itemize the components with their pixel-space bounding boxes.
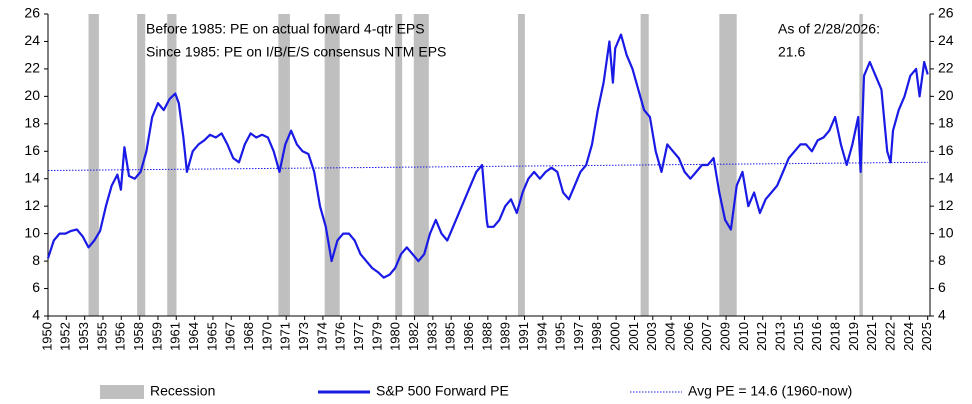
x-tick-label: 2013	[772, 322, 787, 351]
x-tick-label: 2019	[846, 322, 861, 351]
x-tick-label: 1995	[553, 322, 568, 351]
x-tick-label: 1977	[351, 322, 366, 351]
x-tick-label: 1989	[498, 322, 513, 351]
y2-tick-label: 24	[938, 32, 954, 48]
x-tick-label: 1955	[94, 322, 109, 351]
x-tick-label: 1991	[516, 322, 531, 351]
y2-tick-label: 20	[938, 87, 954, 103]
x-tick-label: 1959	[149, 322, 164, 351]
x-tick-label: 1964	[186, 322, 201, 351]
y2-tick-label: 4	[938, 307, 946, 323]
x-tick-label: 2025	[919, 322, 934, 351]
x-tick-label: 2003	[644, 322, 659, 351]
recession-band	[167, 14, 177, 316]
x-tick-label: 1970	[259, 322, 274, 351]
x-tick-label: 1980	[388, 322, 403, 351]
recession-band	[413, 14, 429, 316]
y-tick-label: 4	[32, 307, 40, 323]
x-tick-label: 2022	[882, 322, 897, 351]
y2-tick-label: 18	[938, 115, 954, 131]
recession-band	[278, 14, 290, 316]
x-tick-label: 1982	[406, 322, 421, 351]
x-tick-label: 2018	[827, 322, 842, 351]
y-tick-label: 8	[32, 252, 40, 268]
x-tick-label: 1974	[314, 322, 329, 351]
y-tick-label: 26	[24, 5, 40, 21]
x-tick-label: 1950	[39, 322, 54, 351]
annotation: Before 1985: PE on actual forward 4-qtr …	[146, 21, 425, 37]
x-tick-label: 1973	[296, 322, 311, 351]
y2-tick-label: 16	[938, 142, 954, 158]
x-tick-label: 2004	[663, 322, 678, 351]
y-tick-label: 14	[24, 169, 40, 185]
y-tick-label: 6	[32, 279, 40, 295]
x-tick-label: 1952	[58, 322, 73, 351]
x-tick-label: 2016	[809, 322, 824, 351]
y-tick-label: 18	[24, 115, 40, 131]
x-tick-label: 1968	[241, 322, 256, 351]
x-tick-label: 2010	[736, 322, 751, 351]
x-tick-label: 1976	[333, 322, 348, 351]
y2-tick-label: 12	[938, 197, 954, 213]
x-tick-label: 1979	[369, 322, 384, 351]
y2-tick-label: 22	[938, 60, 954, 76]
x-tick-label: 1994	[534, 322, 549, 351]
recession-band	[395, 14, 403, 316]
x-tick-label: 2001	[626, 322, 641, 351]
x-tick-label: 2012	[754, 322, 769, 351]
x-tick-label: 1983	[424, 322, 439, 351]
x-tick-label: 1958	[131, 322, 146, 351]
x-tick-label: 1956	[113, 322, 128, 351]
recession-band	[719, 14, 737, 316]
y2-tick-label: 6	[938, 279, 946, 295]
plot-layer	[47, 14, 931, 317]
recession-band	[517, 14, 525, 316]
pe-line	[46, 33, 929, 279]
x-tick-label: 1965	[204, 322, 219, 351]
x-tick-label: 2007	[699, 322, 714, 351]
x-tick-label: 1997	[571, 322, 586, 351]
x-tick-label: 2000	[608, 322, 623, 351]
y2-tick-label: 14	[938, 169, 954, 185]
y-tick-label: 22	[24, 60, 40, 76]
x-tick-label: 1961	[168, 322, 183, 351]
recession-band	[137, 14, 146, 316]
y2-tick-label: 8	[938, 252, 946, 268]
average-line	[47, 161, 928, 171]
x-tick-label: 1998	[589, 322, 604, 351]
y-tick-label: 12	[24, 197, 40, 213]
y-tick-label: 10	[24, 224, 40, 240]
legend-swatch	[100, 385, 144, 399]
x-tick-label: 1986	[461, 322, 476, 351]
x-tick-label: 1967	[223, 322, 238, 351]
y-tick-label: 20	[24, 87, 40, 103]
legend-label: Recession	[150, 383, 215, 399]
annotation: As of 2/28/2026:	[778, 21, 880, 37]
x-tick-label: 2006	[681, 322, 696, 351]
x-tick-label: 1953	[76, 322, 91, 351]
x-tick-label: 2015	[791, 322, 806, 351]
x-tick-label: 1985	[443, 322, 458, 351]
x-tick-label: 2009	[717, 322, 732, 351]
annotation: 21.6	[778, 44, 805, 60]
x-tick-label: 2021	[864, 322, 879, 351]
recession-band	[88, 14, 99, 316]
legend-label: S&P 500 Forward PE	[376, 383, 509, 399]
x-tick-label: 1988	[479, 322, 494, 351]
annotation: Since 1985: PE on I/B/E/S consensus NTM …	[146, 44, 446, 60]
y2-tick-label: 26	[938, 5, 954, 21]
legend-label: Avg PE = 14.6 (1960-now)	[688, 383, 852, 399]
x-tick-label: 2024	[901, 322, 916, 351]
y-tick-label: 24	[24, 32, 40, 48]
recession-band	[640, 14, 649, 316]
x-tick-label: 1971	[278, 322, 293, 351]
y-tick-label: 16	[24, 142, 40, 158]
y2-tick-label: 10	[938, 224, 954, 240]
